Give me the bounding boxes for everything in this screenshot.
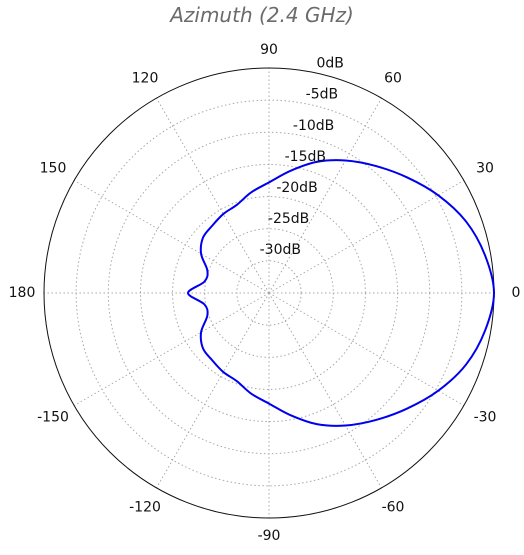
grid-spoke (156, 292, 270, 489)
radial-tick-label: -15dB (285, 149, 326, 165)
radial-tick-label: 0dB (316, 56, 343, 72)
angle-tick-label: 60 (384, 70, 402, 86)
angle-tick-label: -150 (37, 410, 69, 426)
angle-tick-label: -60 (382, 500, 405, 516)
angle-tick-label: 0 (512, 285, 521, 301)
axis-labels: 0 30 60 90 120 150 180 -150 -120 -90 -60 -30 0dB -5dB… (9, 42, 521, 544)
angle-tick-label: 150 (40, 160, 67, 176)
angle-tick-label: 120 (132, 70, 159, 86)
chart-title: Azimuth (2.4 GHz) (170, 3, 354, 27)
polar-grid (43, 67, 495, 519)
grid-spoke (268, 97, 382, 294)
angle-tick-label: -120 (129, 500, 161, 516)
grid-spoke (268, 180, 465, 294)
radial-tick-label: -25dB (268, 211, 309, 227)
radial-tick-label: -5dB (306, 87, 338, 103)
angle-tick-label: 90 (260, 42, 278, 58)
grid-spoke (268, 292, 382, 489)
grid-spoke (156, 97, 270, 294)
grid-spoke (73, 180, 270, 294)
angle-tick-label: -90 (258, 528, 281, 544)
angle-tick-label: 180 (9, 285, 36, 301)
grid-spoke (268, 292, 465, 406)
radial-tick-label: -30dB (260, 242, 301, 258)
grid-spoke (73, 292, 270, 406)
angle-tick-label: 30 (476, 160, 494, 176)
radial-tick-label: -10dB (293, 118, 334, 134)
pattern-line (186, 159, 496, 427)
radial-tick-label: -20dB (276, 180, 317, 196)
pattern-series (186, 159, 496, 427)
angle-tick-label: -30 (474, 410, 497, 426)
